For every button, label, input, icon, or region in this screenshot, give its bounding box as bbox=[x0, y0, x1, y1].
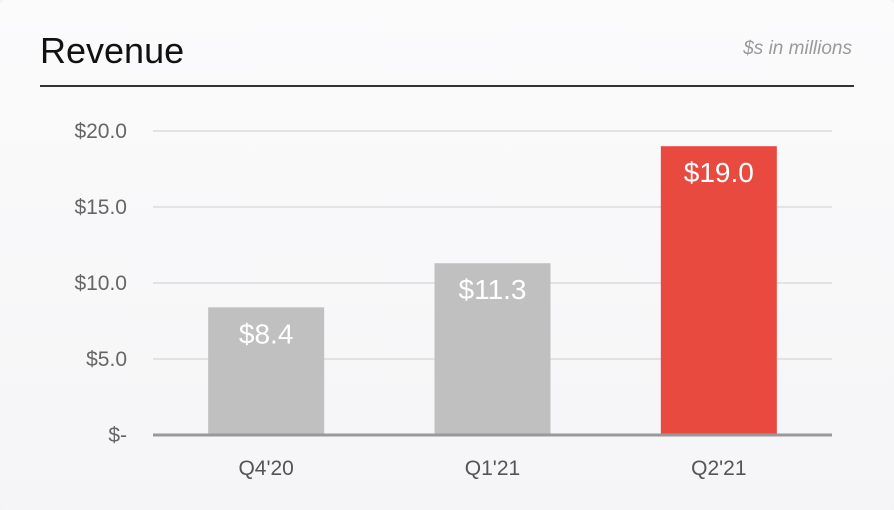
data-label: $11.3 bbox=[459, 274, 527, 305]
y-tick-label: $- bbox=[108, 424, 127, 447]
y-tick-label: $5.0 bbox=[86, 348, 127, 371]
bar bbox=[660, 146, 777, 435]
x-category-label: Q4'20 bbox=[238, 457, 293, 480]
bar bbox=[208, 307, 325, 435]
y-tick-label: $20.0 bbox=[74, 120, 127, 143]
x-axis-categories: Q4'20 Q1'21 Q2'21 bbox=[238, 457, 746, 480]
y-tick-label: $15.0 bbox=[74, 196, 127, 219]
bars bbox=[208, 146, 777, 435]
x-category-label: Q1'21 bbox=[465, 457, 520, 480]
data-labels: $8.4 $11.3 $19.0 bbox=[239, 157, 754, 349]
data-label: $8.4 bbox=[239, 318, 294, 349]
y-tick-label: $10.0 bbox=[74, 272, 127, 295]
x-category-label: Q2'21 bbox=[691, 457, 746, 480]
bar bbox=[434, 263, 551, 435]
data-label: $19.0 bbox=[684, 157, 754, 188]
chart-title: Revenue bbox=[40, 30, 185, 71]
title-divider bbox=[40, 85, 854, 87]
chart-subtitle: $s in millions bbox=[743, 38, 852, 59]
y-axis-ticks: $- $5.0 $10.0 $15.0 $20.0 bbox=[74, 120, 127, 447]
